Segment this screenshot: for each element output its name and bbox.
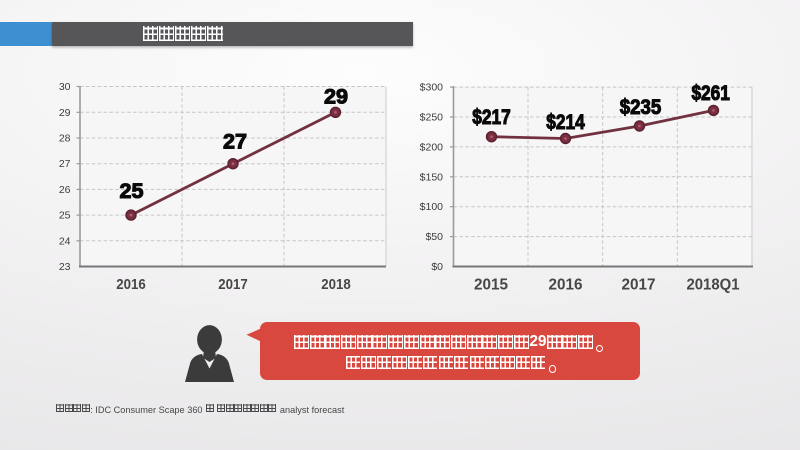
svg-text:29: 29 [324,84,348,108]
svg-text:2018: 2018 [321,277,351,293]
svg-text:$217: $217 [472,105,511,129]
svg-text:27: 27 [223,130,247,154]
svg-text:2016: 2016 [549,277,583,294]
svg-text:2016: 2016 [116,277,146,293]
svg-text:25: 25 [120,179,144,203]
svg-text:$100: $100 [420,201,444,213]
svg-text:2018Q1: 2018Q1 [687,277,740,294]
svg-text:$0: $0 [431,261,443,273]
svg-text:26: 26 [59,184,71,196]
svg-text:2017: 2017 [218,277,248,293]
svg-text:25: 25 [59,210,71,222]
svg-text:30: 30 [59,81,71,93]
svg-text:$214: $214 [546,110,585,134]
svg-text:$150: $150 [420,171,444,183]
svg-text:24: 24 [59,235,71,247]
svg-text:29: 29 [59,107,71,119]
svg-text:23: 23 [59,261,71,273]
svg-text:$261: $261 [691,81,730,105]
svg-text:$250: $250 [420,112,444,124]
svg-text:$200: $200 [420,141,444,153]
svg-text:2017: 2017 [622,277,656,294]
svg-text:$235: $235 [620,95,662,119]
svg-text:$300: $300 [420,82,444,94]
svg-text:28: 28 [59,133,71,145]
svg-text:$50: $50 [425,231,443,243]
svg-text:27: 27 [59,158,71,170]
svg-text:2015: 2015 [474,277,508,294]
